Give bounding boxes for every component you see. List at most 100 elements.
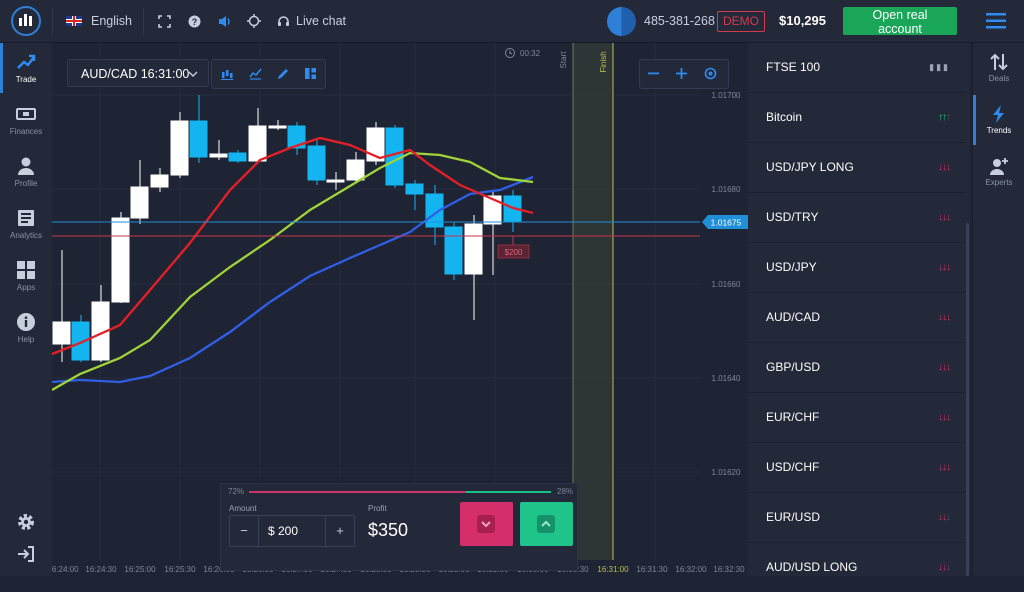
help-button[interactable]: ?	[188, 0, 201, 42]
settings-button[interactable]	[16, 512, 36, 532]
price-chart[interactable]: Start Finish	[52, 43, 748, 576]
chevron-down-icon	[477, 515, 495, 533]
chevron-down-icon	[188, 71, 198, 77]
nav-deals[interactable]: Deals	[973, 43, 1024, 93]
news-icon	[18, 210, 34, 226]
layout-icon[interactable]	[305, 68, 316, 79]
nav-apps[interactable]: Apps	[0, 251, 52, 301]
language-selector[interactable]: English	[66, 0, 132, 42]
moving-average-red	[52, 136, 534, 356]
expiry-zone	[573, 43, 613, 560]
bet-marker-label: $200	[505, 248, 523, 257]
logout-button[interactable]	[16, 544, 36, 564]
reset-zoom-icon[interactable]	[704, 67, 717, 80]
asset-name: USD/JPY LONG	[766, 160, 854, 174]
amount-stepper[interactable]: − $ 200 +	[229, 515, 355, 547]
question-icon: ?	[188, 15, 201, 27]
asset-selector-label: AUD/CAD 16:31:00	[81, 67, 190, 81]
nav-label: Trade	[15, 75, 37, 84]
finish-label: Finish	[599, 51, 608, 72]
asset-row-aud-usd-long[interactable]: AUD/USD LONG ↓↓↓	[748, 543, 966, 592]
asset-row-usd-try[interactable]: USD/TRY ↓↓↓	[748, 193, 966, 243]
nav-label: Apps	[16, 283, 36, 292]
decrease-amount-button[interactable]: −	[230, 516, 259, 546]
balance[interactable]: $10,295	[779, 13, 826, 28]
candle-down	[425, 185, 444, 245]
account-avatar[interactable]	[607, 7, 636, 36]
asset-row-bitcoin[interactable]: Bitcoin ↑↑↑	[748, 93, 966, 143]
nav-label: Trends	[986, 126, 1012, 135]
live-chat-button[interactable]: Live chat	[277, 0, 346, 42]
indicator-icon[interactable]	[249, 68, 262, 80]
price-tick: 1.01660	[712, 280, 741, 289]
asset-row-ftse-100[interactable]: FTSE 100 ▮▮▮	[748, 43, 966, 93]
increase-amount-button[interactable]: +	[325, 516, 354, 546]
nav-analytics[interactable]: Analytics	[0, 199, 52, 249]
asset-selector[interactable]: AUD/CAD 16:31:00	[67, 59, 209, 87]
account-id[interactable]: 485-381-268	[644, 14, 715, 28]
asset-row-gbp-usd[interactable]: GBP/USD ↓↓↓	[748, 343, 966, 393]
candlesticks	[52, 95, 522, 362]
candle-down	[228, 150, 247, 163]
fullscreen-button[interactable]	[158, 0, 171, 42]
language-label: English	[91, 14, 132, 28]
scrollbar[interactable]	[966, 223, 969, 576]
nav-trade[interactable]: Trade	[0, 43, 52, 93]
sentiment-bar	[249, 491, 551, 493]
chart-toolbar	[211, 59, 326, 89]
candle-down	[287, 122, 306, 155]
pen-icon[interactable]	[277, 68, 289, 80]
chart-area[interactable]: Start Finish	[52, 43, 748, 576]
nav-label: Deals	[988, 74, 1010, 83]
logo[interactable]	[11, 6, 41, 36]
asset-row-eur-usd[interactable]: EUR/USD ↓↓↓	[748, 493, 966, 543]
time-tick: 16:32:00	[675, 565, 707, 574]
candle-down	[405, 180, 424, 210]
nav-label: Finances	[9, 127, 43, 136]
candle-down	[189, 95, 208, 163]
asset-row-aud-cad[interactable]: AUD/CAD ↓↓↓	[748, 293, 966, 343]
time-tick: 16:32:30	[713, 565, 745, 574]
candle-down	[71, 315, 90, 362]
fullscreen-icon	[158, 14, 171, 28]
amount-input[interactable]: $ 200	[268, 524, 299, 538]
time-tick: 16:25:00	[124, 565, 156, 574]
time-tick: 16:24:30	[85, 565, 117, 574]
time-tick: 16:25:30	[164, 565, 196, 574]
candle-up	[346, 152, 365, 182]
time-tick: 16:26:00	[203, 565, 235, 574]
sentiment-bar-up	[466, 491, 551, 493]
zoom-out-icon[interactable]	[648, 68, 659, 79]
price-tick: 1.01680	[712, 185, 741, 194]
nav-help[interactable]: Help	[0, 303, 52, 353]
trend-down-icon: ↓↓↓	[938, 412, 951, 423]
asset-row-usd-jpy-long[interactable]: USD/JPY LONG ↓↓↓	[748, 143, 966, 193]
nav-experts[interactable]: Experts	[973, 147, 1024, 197]
call-button[interactable]	[520, 502, 573, 546]
candles-icon[interactable]	[221, 68, 233, 80]
moving-average-green	[52, 151, 534, 391]
start-label: Start	[559, 51, 568, 69]
candle-up	[366, 122, 385, 165]
nav-finances[interactable]: Finances	[0, 95, 52, 145]
asset-row-eur-chf[interactable]: EUR/CHF ↓↓↓	[748, 393, 966, 443]
trend-down-icon: ↓↓↓	[938, 162, 951, 173]
open-real-account-button[interactable]: Open real account	[843, 7, 957, 36]
menu-button[interactable]	[986, 12, 1008, 30]
asset-name: USD/JPY	[766, 260, 817, 274]
trend-down-icon: ↓↓↓	[938, 562, 951, 573]
nav-profile[interactable]: Profile	[0, 147, 52, 197]
swap-icon	[990, 53, 1008, 71]
bet-marker	[497, 244, 530, 259]
nav-trends[interactable]: Trends	[973, 95, 1024, 145]
candle-up	[209, 140, 228, 160]
target-button[interactable]	[247, 0, 261, 42]
asset-row-usd-jpy[interactable]: USD/JPY ↓↓↓	[748, 243, 966, 293]
sound-button[interactable]	[218, 0, 232, 42]
asset-row-usd-chf[interactable]: USD/CHF ↓↓↓	[748, 443, 966, 493]
zoom-in-icon[interactable]	[676, 68, 687, 79]
grid-icon	[17, 261, 35, 279]
trend-up-icon	[17, 54, 36, 69]
put-button[interactable]	[460, 502, 513, 546]
user-icon	[18, 157, 34, 175]
